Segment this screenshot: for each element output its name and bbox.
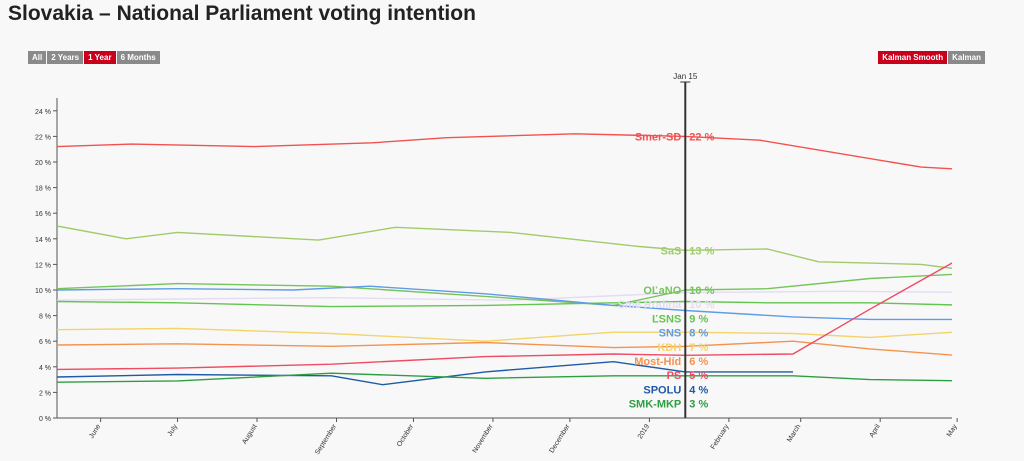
series-value-sas: 13 % xyxy=(689,245,714,257)
period-all-button[interactable]: All xyxy=(28,51,47,64)
y-tick-label: 6 % xyxy=(39,339,51,346)
series-line-spolu[interactable] xyxy=(57,361,793,386)
period-button-group: All 2 Years 1 Year 6 Months xyxy=(28,51,160,64)
x-tick-label: October xyxy=(396,423,415,448)
y-tick-label: 4 % xyxy=(39,365,51,372)
series-line--sns[interactable] xyxy=(57,300,1024,308)
x-tick-label: August xyxy=(241,423,259,445)
y-tick-label: 10 % xyxy=(35,288,51,295)
series-value-kdh: 7 % xyxy=(689,342,708,354)
series-line-smer-sd[interactable] xyxy=(57,133,993,171)
period-6-months-button[interactable]: 6 Months xyxy=(116,51,160,64)
series-label-most-h-d: Most-Híd xyxy=(634,356,681,368)
y-tick-label: 18 % xyxy=(35,186,51,193)
series-line-smk-mkp[interactable] xyxy=(57,372,1024,385)
series-value-sme-rodina: 10 % xyxy=(689,299,714,311)
y-tick-label: 2 % xyxy=(39,390,51,397)
x-tick-label: May xyxy=(946,423,959,438)
y-tick-label: 16 % xyxy=(35,211,51,218)
x-tick-label: June xyxy=(88,423,102,440)
chart-axes: 0 % 2 % 4 % 6 % 8 % 10 % 12 % 14 % 16 % 18 % 20 % 2… xyxy=(35,98,959,456)
y-tick-label: 12 % xyxy=(35,262,51,269)
x-tick-label: April xyxy=(869,423,883,439)
x-tick-label: 2019 xyxy=(637,423,651,440)
series-value-sns: 8 % xyxy=(689,328,708,340)
series-value-ps: 5 % xyxy=(689,370,708,382)
page-title: Slovakia – National Parliament voting in… xyxy=(8,2,476,25)
date-marker-label: Jan 15 xyxy=(673,72,698,81)
kalman-button[interactable]: Kalman xyxy=(948,51,985,64)
series-label-smer-sd: Smer-SD xyxy=(635,131,682,143)
series-label-sme-rodina: Sme Rodina xyxy=(618,299,682,311)
y-tick-label: 8 % xyxy=(39,314,51,321)
series-label-kdh: KDH xyxy=(657,342,681,354)
chart-series-labels: Smer-SD 22 % SaS 13 % OĽaNO 10 % Sme Rodina 10 … xyxy=(618,131,715,410)
y-tick-label: 14 % xyxy=(35,237,51,244)
series-value-smer-sd: 22 % xyxy=(689,131,714,143)
y-tick-label: 0 % xyxy=(39,416,51,423)
y-tick-label: 24 % xyxy=(35,109,51,116)
series-label-sas: SaS xyxy=(660,245,681,257)
series-line-sns[interactable] xyxy=(57,285,1024,321)
x-tick-label: September xyxy=(314,423,338,456)
series-label-ps: PS xyxy=(667,370,682,382)
smoothing-button-group: Kalman Smooth Kalman xyxy=(878,51,985,64)
series-value--sns: 9 % xyxy=(689,313,708,325)
series-line-kdh[interactable] xyxy=(57,327,1024,342)
period-2-years-button[interactable]: 2 Years xyxy=(47,51,84,64)
series-line-o-ano[interactable] xyxy=(57,255,1024,307)
series-label-spolu: SPOLU xyxy=(643,384,681,396)
x-tick-label: July xyxy=(167,423,180,438)
series-line-most-h-d[interactable] xyxy=(57,340,1024,356)
series-line-sme-rodina[interactable] xyxy=(57,290,1024,301)
series-value-o-ano: 10 % xyxy=(689,285,714,297)
kalman-smooth-button[interactable]: Kalman Smooth xyxy=(878,51,948,64)
x-tick-label: March xyxy=(786,423,802,443)
series-label-sns: SNS xyxy=(659,328,682,340)
chart-series-lines xyxy=(57,133,1024,386)
series-value-spolu: 4 % xyxy=(689,384,708,396)
series-line-sas[interactable] xyxy=(57,225,1024,273)
x-tick-label: December xyxy=(549,423,572,455)
y-tick-label: 20 % xyxy=(35,160,51,167)
series-value-smk-mkp: 3 % xyxy=(689,399,708,411)
chart-date-marker[interactable]: Jan 15 xyxy=(673,72,698,418)
x-tick-label: February xyxy=(710,423,731,451)
period-1-year-button[interactable]: 1 Year xyxy=(84,51,116,64)
y-tick-label: 22 % xyxy=(35,134,51,141)
series-line-ps[interactable] xyxy=(57,245,1024,371)
x-tick-label: November xyxy=(472,423,495,455)
series-value-most-h-d: 6 % xyxy=(689,356,708,368)
series-label-smk-mkp: SMK-MKP xyxy=(629,399,682,411)
series-label--sns: ĽSNS xyxy=(652,313,681,325)
series-label-o-ano: OĽaNO xyxy=(643,285,681,297)
